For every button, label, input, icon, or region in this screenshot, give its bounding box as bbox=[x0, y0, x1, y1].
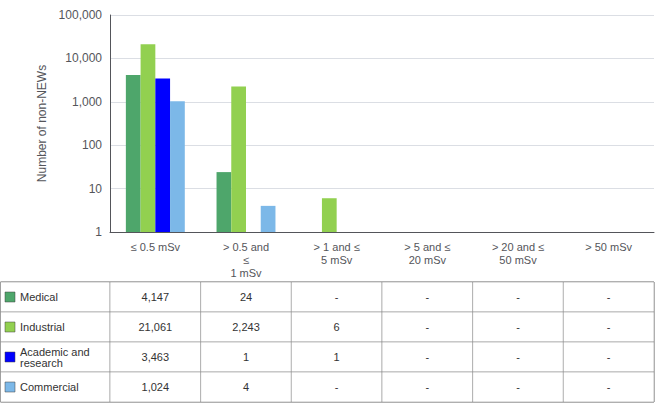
svg-text:50 mSv: 50 mSv bbox=[499, 254, 537, 266]
svg-text:-: - bbox=[607, 291, 611, 303]
svg-text:-: - bbox=[425, 381, 429, 393]
svg-text:> 5 and ≤: > 5 and ≤ bbox=[404, 241, 450, 253]
svg-text:20 mSv: 20 mSv bbox=[409, 254, 447, 266]
svg-text:Academic and: Academic and bbox=[20, 345, 90, 358]
svg-text:-: - bbox=[516, 351, 520, 363]
svg-text:10,000: 10,000 bbox=[65, 51, 102, 65]
svg-text:research: research bbox=[20, 357, 63, 369]
svg-text:-: - bbox=[425, 321, 429, 333]
svg-text:> 1 and ≤: > 1 and ≤ bbox=[314, 241, 360, 253]
svg-text:1: 1 bbox=[334, 351, 340, 363]
svg-text:Medical: Medical bbox=[20, 291, 58, 303]
svg-text:100,000: 100,000 bbox=[59, 8, 103, 22]
svg-text:24: 24 bbox=[240, 291, 252, 303]
svg-text:6: 6 bbox=[334, 321, 340, 333]
svg-text:-: - bbox=[516, 381, 520, 393]
svg-text:4: 4 bbox=[243, 381, 249, 393]
svg-text:1: 1 bbox=[243, 351, 249, 363]
svg-text:≤: ≤ bbox=[243, 254, 249, 266]
svg-text:21,061: 21,061 bbox=[139, 321, 173, 333]
svg-text:-: - bbox=[335, 381, 339, 393]
svg-text:-: - bbox=[425, 351, 429, 363]
svg-text:100: 100 bbox=[82, 138, 102, 152]
svg-text:Commercial: Commercial bbox=[20, 381, 79, 393]
svg-text:> 20 and ≤: > 20 and ≤ bbox=[492, 241, 544, 253]
svg-text:-: - bbox=[607, 351, 611, 363]
svg-text:1: 1 bbox=[95, 225, 102, 239]
svg-text:-: - bbox=[425, 291, 429, 303]
svg-text:Number of non-NEWs: Number of non-NEWs bbox=[35, 65, 49, 182]
svg-text:5 mSv: 5 mSv bbox=[321, 254, 353, 266]
svg-text:-: - bbox=[516, 291, 520, 303]
svg-text:1,000: 1,000 bbox=[72, 95, 102, 109]
svg-text:-: - bbox=[607, 321, 611, 333]
svg-text:≤ 0.5 mSv: ≤ 0.5 mSv bbox=[131, 241, 181, 253]
svg-text:> 0.5 and: > 0.5 and bbox=[223, 241, 269, 253]
svg-text:1,024: 1,024 bbox=[142, 381, 170, 393]
svg-text:Industrial: Industrial bbox=[20, 321, 65, 333]
svg-text:> 50 mSv: > 50 mSv bbox=[585, 241, 632, 253]
svg-text:10: 10 bbox=[89, 182, 103, 196]
svg-text:4,147: 4,147 bbox=[142, 291, 170, 303]
svg-text:3,463: 3,463 bbox=[142, 351, 170, 363]
svg-text:-: - bbox=[516, 321, 520, 333]
svg-text:2,243: 2,243 bbox=[232, 321, 260, 333]
svg-text:-: - bbox=[607, 381, 611, 393]
svg-text:-: - bbox=[335, 291, 339, 303]
svg-text:1 mSv: 1 mSv bbox=[230, 267, 262, 279]
